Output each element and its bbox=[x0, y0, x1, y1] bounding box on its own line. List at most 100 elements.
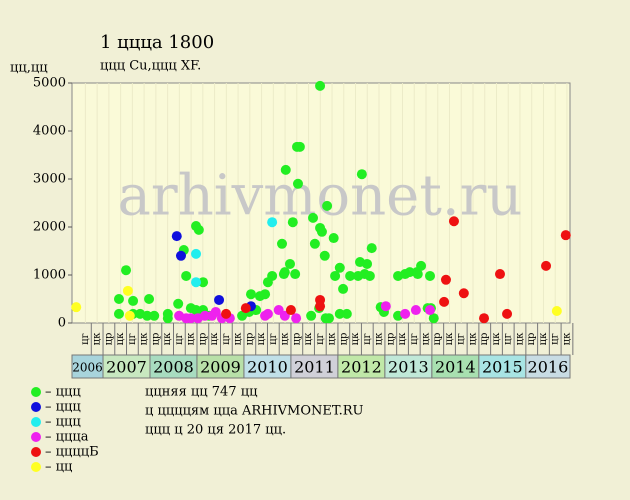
point bbox=[149, 310, 160, 321]
watermark: arhivmonet.ru bbox=[118, 164, 523, 229]
x-tick-label: цк bbox=[186, 332, 197, 345]
chart-title: 1 цццa 1800 bbox=[100, 32, 214, 53]
legend-marker bbox=[31, 402, 41, 412]
point bbox=[284, 258, 295, 269]
x-tick-label: цг bbox=[268, 333, 279, 345]
x-tick-label: цг bbox=[221, 333, 232, 345]
x-tick-label: цг bbox=[80, 333, 91, 345]
year-label: 2014 bbox=[435, 358, 476, 377]
point bbox=[191, 248, 202, 259]
legend-label: – ццц bbox=[45, 415, 81, 430]
point bbox=[323, 313, 334, 324]
x-tick-label: цг bbox=[456, 333, 467, 345]
point bbox=[479, 313, 490, 324]
legend-label: – ццц bbox=[45, 385, 81, 400]
x-tick-label: цк bbox=[233, 332, 244, 345]
point bbox=[380, 301, 391, 312]
x-tick-label: цр bbox=[432, 333, 443, 346]
legend-label: – цц bbox=[45, 460, 72, 475]
point bbox=[494, 269, 505, 280]
point bbox=[306, 310, 317, 321]
point bbox=[175, 250, 186, 261]
point bbox=[260, 289, 271, 300]
point bbox=[267, 270, 278, 281]
point bbox=[267, 217, 278, 228]
point bbox=[142, 310, 153, 321]
y-tick-label: 5000 bbox=[33, 76, 66, 91]
point bbox=[404, 267, 415, 278]
point bbox=[328, 233, 339, 244]
x-tick-label: цр bbox=[479, 333, 490, 346]
x-tick-label: цк bbox=[209, 332, 220, 345]
legend-label: – ццц bbox=[45, 400, 81, 415]
x-tick-label: цр bbox=[291, 333, 302, 346]
point bbox=[278, 269, 289, 280]
x-tick-label: цг bbox=[174, 333, 185, 345]
point bbox=[315, 301, 326, 312]
point bbox=[294, 141, 305, 152]
point bbox=[458, 288, 469, 299]
point bbox=[292, 178, 303, 189]
point bbox=[128, 295, 139, 306]
x-tick-label: цк bbox=[280, 332, 291, 345]
x-tick-label: цк bbox=[139, 332, 150, 345]
point bbox=[400, 308, 411, 319]
point bbox=[338, 283, 349, 294]
point bbox=[439, 296, 450, 307]
point bbox=[502, 308, 513, 319]
point bbox=[412, 269, 423, 280]
year-band bbox=[525, 354, 571, 379]
point bbox=[173, 298, 184, 309]
point bbox=[356, 169, 367, 180]
x-tick-label: цк bbox=[538, 332, 549, 345]
year-label: 2011 bbox=[294, 358, 335, 377]
note: ццняя цц 747 цц bbox=[145, 385, 257, 400]
point bbox=[424, 305, 435, 316]
x-tick-label: цг bbox=[409, 333, 420, 345]
x-tick-label: цк bbox=[421, 332, 432, 345]
y-tick-label: 1000 bbox=[33, 268, 66, 283]
point bbox=[541, 260, 552, 271]
point bbox=[322, 200, 333, 211]
year-label: 2010 bbox=[247, 358, 288, 377]
point bbox=[285, 305, 296, 316]
point bbox=[240, 303, 251, 314]
point bbox=[319, 250, 330, 261]
point bbox=[124, 310, 135, 321]
year-label: 2007 bbox=[106, 358, 147, 377]
chart-subtitle: ццц Cu,ццц XF. bbox=[100, 59, 201, 74]
point bbox=[262, 308, 273, 319]
legend-label: – ццццБ bbox=[45, 445, 99, 460]
x-tick-label: цк bbox=[561, 332, 572, 345]
x-tick-label: цк bbox=[374, 332, 385, 345]
point bbox=[345, 270, 356, 281]
legend-marker bbox=[31, 462, 41, 472]
point bbox=[291, 313, 302, 324]
x-tick-label: цк bbox=[444, 332, 455, 345]
point bbox=[334, 308, 345, 319]
point bbox=[171, 231, 182, 242]
legend-marker bbox=[31, 387, 41, 397]
x-tick-label: цг bbox=[362, 333, 373, 345]
legend-marker bbox=[31, 447, 41, 457]
point bbox=[416, 260, 427, 271]
x-tick-label: цк bbox=[92, 332, 103, 345]
point bbox=[191, 277, 202, 288]
point bbox=[162, 313, 173, 324]
point bbox=[113, 294, 124, 304]
y-tick-label: 3000 bbox=[33, 172, 66, 187]
y-tick-label: 4000 bbox=[33, 124, 66, 139]
point bbox=[198, 277, 209, 288]
year-label: 2016 bbox=[528, 358, 569, 377]
x-tick-label: цр bbox=[338, 333, 349, 346]
x-tick-label: цг bbox=[503, 333, 514, 345]
point bbox=[551, 306, 562, 316]
point bbox=[424, 270, 435, 281]
point bbox=[245, 289, 256, 300]
y-tick-label: 0 bbox=[58, 316, 66, 331]
point bbox=[410, 305, 421, 316]
x-tick-label: цр bbox=[197, 333, 208, 346]
year-label: 2009 bbox=[200, 358, 241, 377]
point bbox=[334, 262, 345, 273]
